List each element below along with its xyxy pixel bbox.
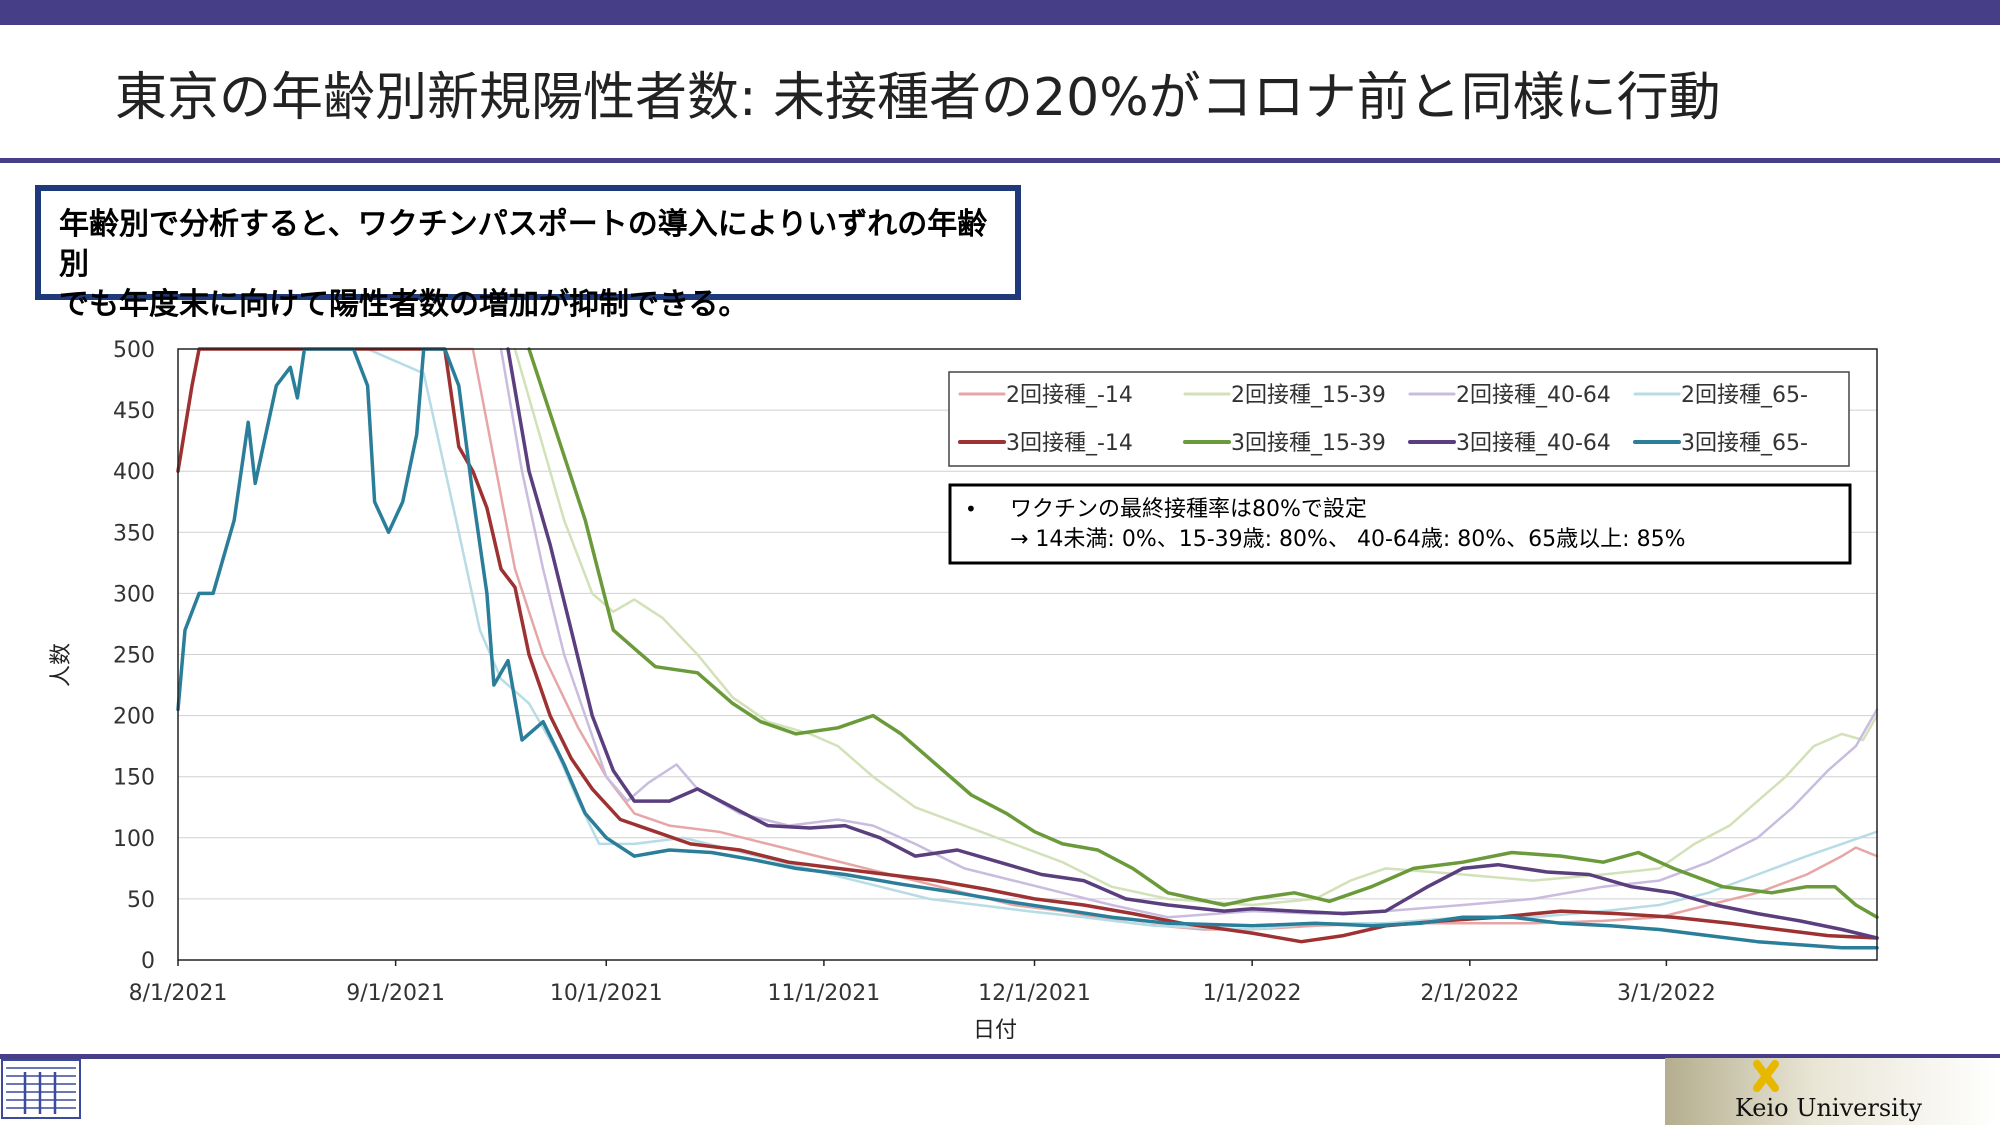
note-box-border [948,483,1852,565]
plot-area-border [177,348,1878,961]
footer-divider [0,1054,2000,1059]
summary-callout: 年齢別で分析すると、ワクチンパスポートの導入によりいずれの年齢別 でも年度末に向… [35,185,1021,322]
series-line-4 [366,347,1879,931]
y-tick-label: 150 [113,766,155,791]
y-axis-label: 人数 [49,643,74,687]
chart-series-lines [176,347,1879,950]
y-tick-label: 200 [113,705,155,730]
x-tick-label: 9/1/2021 [346,981,445,1006]
series-line-8 [176,347,1879,950]
series-line-6 [527,347,1879,919]
y-tick-label: 100 [113,827,155,852]
y-tick-label: 250 [113,644,155,669]
legend-label: 3回接種_-14 [1006,431,1133,456]
legend-label: 2回接種_40-64 [1456,383,1611,408]
note-line-2: → 14未満: 0%、15-39歳: 80%、 40-64歳: 80%、65歳以… [1010,527,1685,552]
series-line-7 [506,347,1879,940]
x-tick-label: 1/1/2022 [1203,981,1302,1006]
legend-box [948,371,1850,467]
x-tick-label: 12/1/2021 [978,981,1091,1006]
page-title: 東京の年齢別新規陽性者数: 未接種者の20%がコロナ前と同様に行動 [115,68,1721,128]
note-bullet: • [965,497,977,521]
note-box: • ワクチンの最終接種率は80%で設定 → 14未満: 0%、15-39歳: 8… [948,483,1852,565]
note-line-1: ワクチンの最終接種率は80%で設定 [1010,497,1367,522]
title-divider [0,158,2000,163]
keio-logo-text: Keio University [1735,1094,1923,1122]
legend-label: 2回接種_-14 [1006,383,1133,408]
y-tick-label: 50 [127,888,155,913]
legend-label: 3回接種_40-64 [1456,431,1611,456]
legend-label: 2回接種_15-39 [1231,383,1386,408]
x-tick-label: 10/1/2021 [550,981,663,1006]
x-tick-label: 11/1/2021 [767,981,880,1006]
legend-label: 3回接種_65- [1681,431,1808,456]
line-chart: 0 50 100 150 200 250 300 350 400 450 500 8/1/2021 9… [49,338,1879,1043]
y-tick-label: 350 [113,521,155,546]
y-tick-label: 500 [113,338,155,363]
y-tick-label: 300 [113,582,155,607]
series-line-2 [513,347,1879,907]
y-tick-label: 400 [113,460,155,485]
lab-logo-icon [1,1059,81,1119]
y-tick-label: 450 [113,399,155,424]
chart-legend: 2回接種_-14 2回接種_15-39 2回接種_40-64 2回接種_65- 3回接種… [948,371,1850,467]
summary-callout-text: 年齢別で分析すると、ワクチンパスポートの導入によりいずれの年齢別 でも年度末に向… [59,207,988,322]
keio-logo: Keio University [1665,1058,2000,1125]
top-banner [0,0,2000,25]
y-tick-label: 0 [141,949,155,974]
keio-pen-emblem-icon [1753,1060,1779,1092]
legend-label: 3回接種_15-39 [1231,431,1386,456]
x-tick-label: 3/1/2022 [1617,981,1716,1006]
y-axis-ticks: 0 50 100 150 200 250 300 350 400 450 500 [113,338,155,974]
series-line-3 [499,347,1879,919]
x-tick-label: 2/1/2022 [1420,981,1519,1006]
x-axis-ticks: 8/1/2021 9/1/2021 10/1/2021 11/1/2021 12/1/2… [129,960,1716,1006]
legend-label: 2回接種_65- [1681,383,1808,408]
x-axis-label: 日付 [973,1018,1017,1043]
x-tick-label: 8/1/2021 [129,981,228,1006]
